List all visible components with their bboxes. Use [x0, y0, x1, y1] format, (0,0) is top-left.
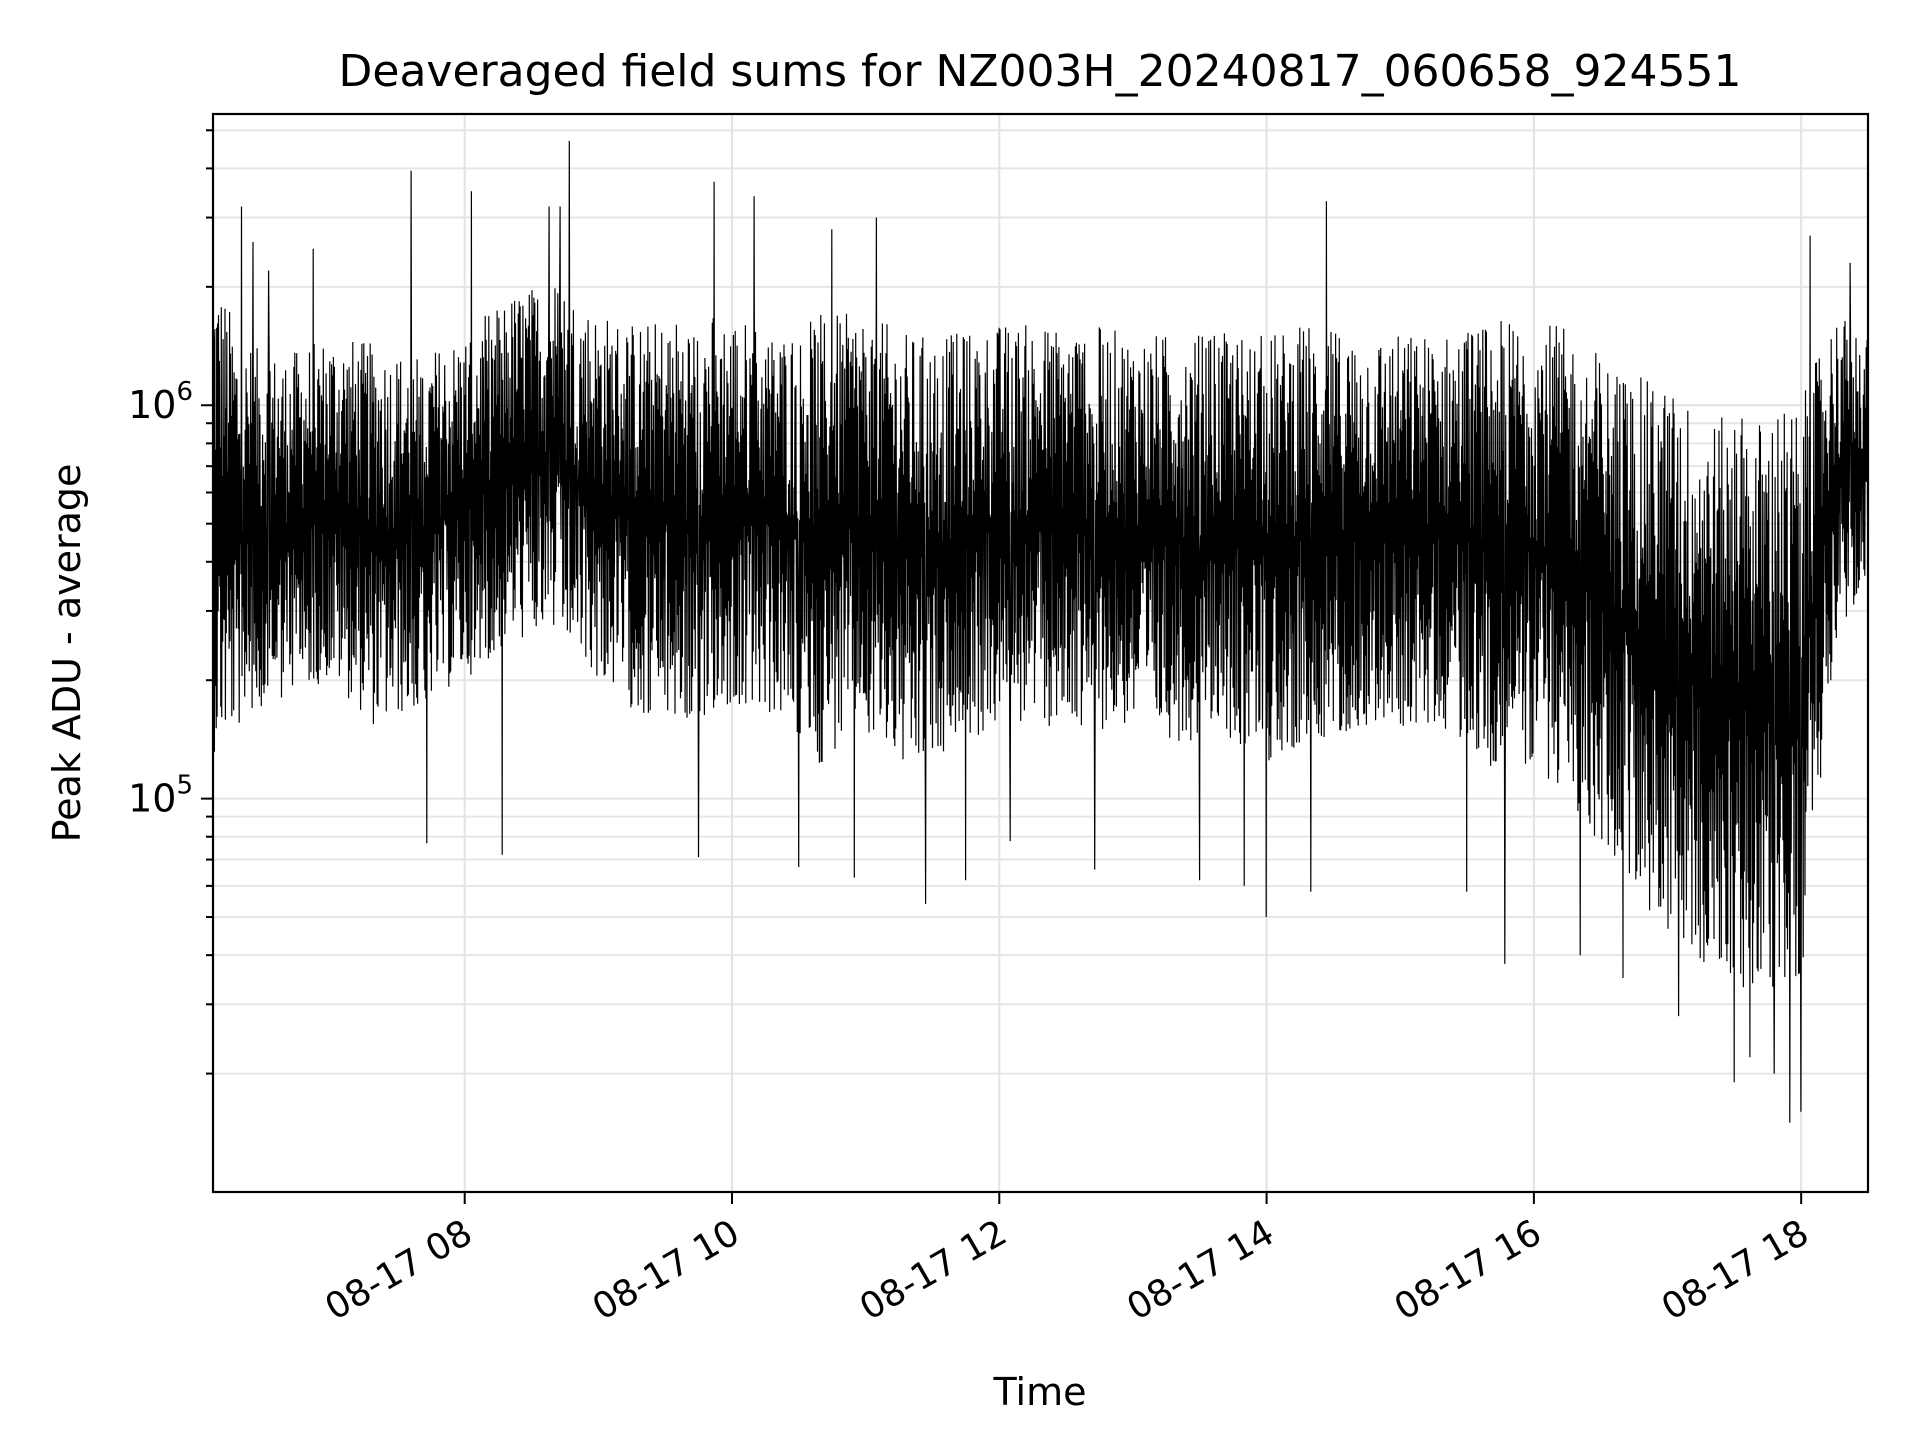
series-line — [213, 140, 1868, 1123]
y-axis-label: Peak ADU - average — [45, 464, 89, 843]
y-axis-ticks: 105 106 — [128, 129, 213, 1075]
x-axis-label: Time — [993, 1370, 1087, 1414]
y-tick-label: 105 — [128, 771, 193, 821]
chart-title: Deaveraged field sums for NZ003H_2024081… — [339, 46, 1742, 97]
plot-area — [211, 112, 1870, 1194]
y-tick-label: 106 — [128, 377, 193, 427]
plot-frame — [211, 112, 1870, 1194]
series-layer — [213, 140, 1868, 1123]
